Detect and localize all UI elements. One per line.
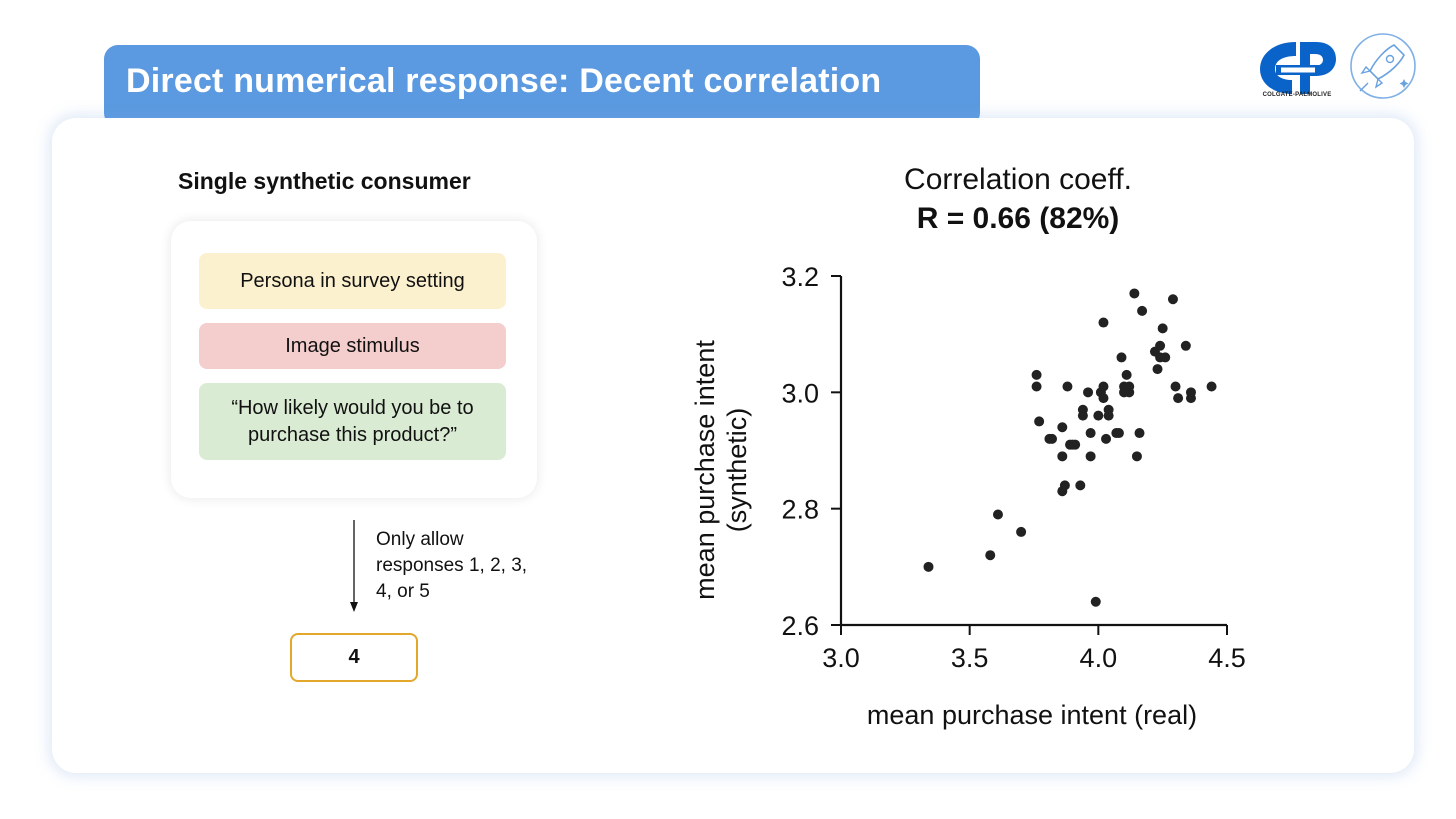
scatter-point (1116, 352, 1127, 363)
left-heading: Single synthetic consumer (178, 168, 471, 194)
y-tick-label: 3.0 (781, 378, 819, 408)
scatter-point (1047, 433, 1058, 444)
y-axis-label-line1: mean purchase intent (690, 340, 720, 600)
x-tick-label: 3.0 (822, 643, 860, 673)
scatter-point (1180, 340, 1191, 351)
image-stimulus-pill: Image stimulus (199, 323, 506, 369)
correlation-label: Correlation coeff. (904, 163, 1132, 196)
scatter-point (1173, 393, 1184, 404)
scatter-point (923, 561, 934, 572)
scatter-point (1152, 364, 1163, 375)
scatter-point (1121, 369, 1132, 380)
scatter-point (1093, 410, 1104, 421)
scatter-point (1167, 294, 1178, 305)
scatter-point (1206, 381, 1217, 392)
y-tick-label: 3.2 (781, 262, 819, 292)
scatter-point (1157, 323, 1168, 334)
scatter-point (1098, 317, 1109, 328)
scatter-point (1134, 428, 1145, 439)
scatter-point (1090, 596, 1101, 607)
scatter-point (1085, 451, 1096, 462)
title-tab (104, 45, 980, 127)
scatter-point (1124, 381, 1135, 392)
scatter-point (1016, 526, 1027, 537)
answer-box: 4 (290, 633, 418, 682)
scatter-point (1075, 480, 1086, 491)
scatter-point (1098, 381, 1109, 392)
rocket-logo-icon (1350, 33, 1416, 99)
question-pill: “How likely would you be to purchase thi… (199, 383, 506, 460)
scatter-point (1057, 451, 1068, 462)
scatter-point (1137, 305, 1148, 316)
y-tick-label: 2.6 (781, 611, 819, 641)
scatter-point (1059, 480, 1070, 491)
scatter-point (1031, 381, 1042, 392)
scatter-point (1070, 439, 1081, 450)
scatter-point (992, 509, 1003, 520)
scatter-point (1031, 369, 1042, 380)
x-tick-label: 4.0 (1080, 643, 1118, 673)
y-axis-label-line2: (synthetic) (722, 408, 752, 533)
brand-wordmark: COLGATE-PALMOLIVE (1262, 92, 1332, 98)
scatter-point (1077, 410, 1088, 421)
scatter-point (1170, 381, 1181, 392)
scatter-point (1131, 451, 1142, 462)
colgate-palmolive-logo (1260, 42, 1336, 94)
persona-pill: Persona in survey setting (199, 253, 506, 309)
x-tick-label: 3.5 (951, 643, 989, 673)
x-axis-label: mean purchase intent (real) (867, 700, 1197, 730)
response-constraint-note: Only allow responses 1, 2, 3, 4, or 5 (376, 529, 528, 602)
scatter-point (1083, 387, 1094, 398)
scatter-point (1085, 428, 1096, 439)
correlation-value: R = 0.66 (82%) (916, 202, 1120, 235)
scatter-point (1034, 416, 1045, 427)
scatter-point (1185, 387, 1196, 398)
x-tick-label: 4.5 (1208, 643, 1246, 673)
scatter-point (1129, 288, 1140, 299)
scatter-point (1160, 352, 1171, 363)
scatter-point (1103, 404, 1114, 415)
scatter-point (1098, 393, 1109, 404)
scatter-point (1101, 433, 1112, 444)
slide-title: Direct numerical response: Decent correl… (126, 62, 882, 100)
scatter-point (1155, 340, 1166, 351)
scatter-point (1062, 381, 1073, 392)
scatter-point (1113, 428, 1124, 439)
down-arrow-icon (350, 520, 358, 612)
scatter-point (1057, 422, 1068, 433)
y-tick-label: 2.8 (781, 495, 819, 525)
scatter-point (985, 550, 996, 561)
